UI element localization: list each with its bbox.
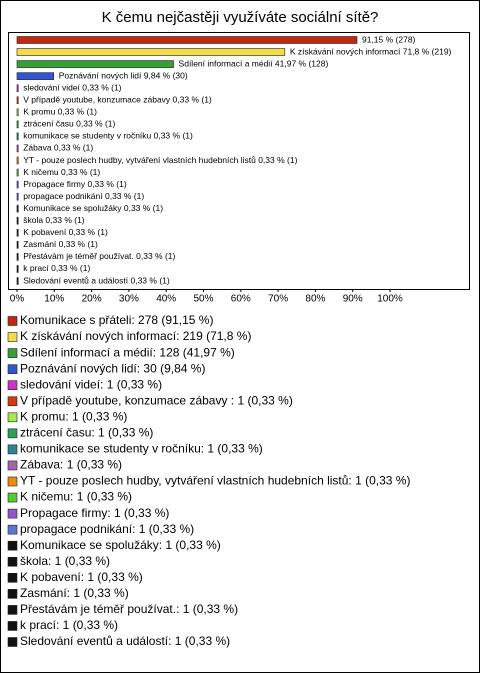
bar xyxy=(16,60,174,68)
value-label: sledování videí 0,33 % (1) xyxy=(23,82,121,92)
legend-label: Sdílení informací a médií: 128 (41,97 %) xyxy=(20,345,235,359)
legend-label: K získávání nových informací: 219 (71,8 … xyxy=(20,329,251,343)
legend-label: Komunikace s přáteli: 278 (91,15 %) xyxy=(20,313,213,327)
legend-swatch xyxy=(7,364,18,374)
bar xyxy=(16,84,19,92)
value-label: K ničemu 0,33 % (1) xyxy=(23,167,100,177)
legend-label: ztrácení času: 1 (0,33 %) xyxy=(20,426,153,440)
bar xyxy=(16,168,19,177)
plot-frame xyxy=(8,32,470,290)
value-label: K pobavení 0,33 % (1) xyxy=(23,227,108,237)
x-tick-label: 40% xyxy=(156,294,176,305)
legend-swatch xyxy=(7,476,18,487)
legend-swatch xyxy=(7,540,18,551)
legend-label: K ničemu: 1 (0,33 %) xyxy=(20,490,132,504)
x-tick-label: 90% xyxy=(343,294,363,305)
legend-swatch xyxy=(7,316,18,326)
legend-label: komunikace se studenty v ročníku: 1 (0,3… xyxy=(20,442,263,456)
legend-label: Zasmání: 1 (0,33 %) xyxy=(20,586,129,600)
value-label: propagace podnikání 0,33 % (1) xyxy=(23,191,144,201)
legend-swatch xyxy=(7,444,18,455)
legend-label: YT - pouze poslech hudby, vytváření vlas… xyxy=(20,474,410,488)
bar xyxy=(16,253,19,261)
value-label: Sledování eventů a událostí 0,33 % (1) xyxy=(23,275,170,285)
legend-swatch xyxy=(7,621,18,631)
x-tick-label: 80% xyxy=(305,294,325,305)
legend-label: Komunikace se spolužáky: 1 (0,33 %) xyxy=(20,538,221,552)
bar xyxy=(16,132,19,141)
legend-swatch xyxy=(7,605,18,615)
bar xyxy=(16,156,19,165)
x-tick-label: 20% xyxy=(82,294,102,305)
value-label: škola 0,33 % (1) xyxy=(23,215,85,225)
legend-swatch xyxy=(7,412,18,423)
legend-swatch xyxy=(7,332,18,342)
legend-label: Propagace firmy: 1 (0,33 %) xyxy=(20,506,169,520)
bar xyxy=(16,216,19,225)
x-tick-label: 30% xyxy=(119,294,139,305)
bar xyxy=(16,229,19,237)
legend-swatch xyxy=(7,637,18,647)
legend-label: Poznávání nových lidí: 30 (9,84 %) xyxy=(20,361,205,375)
bar xyxy=(16,192,19,201)
value-label: Komunikace se spolužáky 0,33 % (1) xyxy=(23,203,163,213)
bar xyxy=(16,204,19,213)
value-label: komunikace se studenty v ročníku 0,33 % … xyxy=(23,131,193,141)
chart-title: K čemu nejčastěji využíváte sociální sít… xyxy=(102,9,379,26)
legend-label: k prací: 1 (0,33 %) xyxy=(20,618,118,632)
legend-label: Přestávám je téměř používat.: 1 (0,33 %) xyxy=(20,602,238,616)
value-label: 91,15 % (278) xyxy=(362,34,416,44)
bar xyxy=(16,48,286,56)
value-label: Propagace firmy 0,33 % (1) xyxy=(23,179,127,189)
value-label: K získávání nových informací 71,8 % (219… xyxy=(290,46,452,56)
legend-swatch xyxy=(7,396,18,407)
x-tick-label: 70% xyxy=(268,294,288,305)
legend-label: K promu: 1 (0,33 %) xyxy=(20,409,127,423)
bar xyxy=(16,96,19,105)
value-label: Zábava 0,33 % (1) xyxy=(23,143,93,153)
legend-swatch xyxy=(7,572,18,583)
value-label: Zasmání 0,33 % (1) xyxy=(23,239,98,249)
legend-label: propagace podnikání: 1 (0,33 %) xyxy=(20,522,194,536)
legend-label: Zábava: 1 (0,33 %) xyxy=(20,458,122,472)
legend-label: V případě youtube, konzumace zábavy : 1 … xyxy=(20,393,293,407)
value-label: YT - pouze poslech hudby, vytváření vlas… xyxy=(23,155,297,165)
bar xyxy=(16,180,19,189)
legend-label: sledování videí: 1 (0,33 %) xyxy=(20,377,162,391)
legend-swatch xyxy=(7,428,18,439)
bar xyxy=(16,120,19,129)
legend-label: Sledování eventů a událostí: 1 (0,33 %) xyxy=(20,634,230,648)
x-tick-label: 0% xyxy=(10,294,25,305)
bar xyxy=(16,144,19,153)
bar xyxy=(16,265,19,273)
x-tick-label: 60% xyxy=(231,294,251,305)
bar xyxy=(16,241,19,249)
value-label: V případě youtube, konzumace zábavy 0,33… xyxy=(23,95,212,105)
legend-swatch xyxy=(7,589,18,599)
value-label: Sdílení informací a médií 41,97 % (128) xyxy=(179,58,329,68)
legend-swatch xyxy=(7,556,18,567)
value-label: Přestávám je téměř používat. 0,33 % (1) xyxy=(23,251,175,261)
value-label: Poznávání nových lidí 9,84 % (30) xyxy=(59,70,188,80)
legend-swatch xyxy=(7,380,18,391)
x-tick-label: 10% xyxy=(44,294,64,305)
bar xyxy=(16,277,19,285)
bar xyxy=(16,72,55,80)
bar xyxy=(16,108,19,117)
legend-swatch xyxy=(7,508,18,519)
value-label: K promu 0,33 % (1) xyxy=(23,107,97,117)
legend-swatch xyxy=(7,492,18,503)
x-tick-label: 50% xyxy=(193,294,213,305)
legend-label: škola: 1 (0,33 %) xyxy=(20,554,110,568)
value-label: k prací 0,33 % (1) xyxy=(23,263,90,273)
value-label: ztrácení času 0,33 % (1) xyxy=(23,119,115,129)
legend-swatch xyxy=(7,524,18,535)
legend-swatch xyxy=(7,460,18,471)
legend-swatch xyxy=(7,348,18,358)
legend-label: K pobavení: 1 (0,33 %) xyxy=(20,570,143,584)
bar xyxy=(16,36,358,44)
x-tick-label: 100% xyxy=(377,294,403,305)
